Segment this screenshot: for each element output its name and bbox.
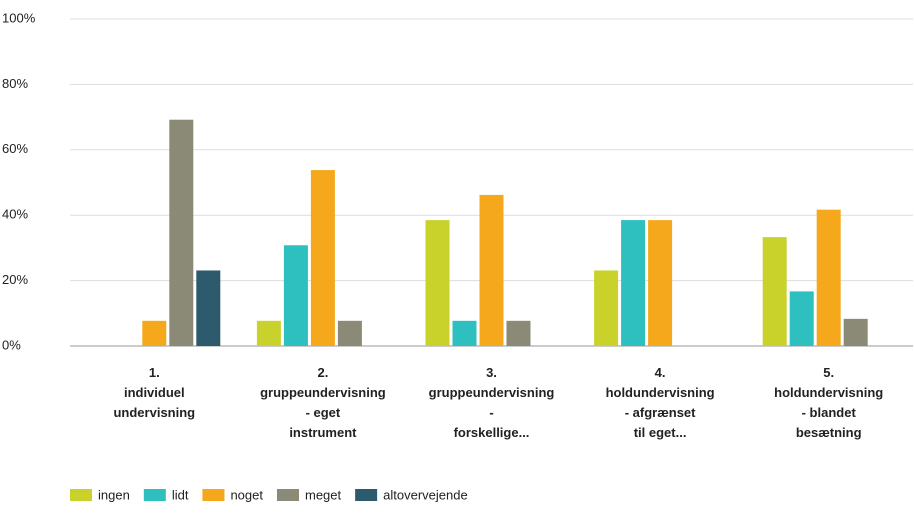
bar — [789, 291, 814, 346]
bar — [142, 320, 167, 346]
y-tick-label: 40% — [2, 207, 28, 222]
x-tick-label-line: 3. — [486, 365, 497, 380]
legend-swatch — [276, 489, 299, 501]
x-tick-label: 4. holdundervisning - afgrænset til eget... — [606, 365, 715, 440]
legend-label: altovervejende — [383, 487, 468, 502]
x-tick-label-line: forskellige... — [454, 425, 530, 440]
bar — [762, 237, 787, 346]
x-tick-label-line: - afgrænset — [625, 405, 696, 420]
x-tick-label-line: holdundervisning — [606, 385, 715, 400]
x-tick-label: 1. individuel undervisning — [113, 365, 195, 420]
bar — [169, 119, 194, 346]
x-tick-label-line: - — [489, 405, 493, 420]
x-tick-label-line: til eget... — [634, 425, 687, 440]
y-tick-label: 80% — [2, 76, 28, 91]
y-tick-label: 0% — [2, 337, 21, 352]
x-tick-label-line: 2. — [317, 365, 328, 380]
bar — [621, 220, 646, 346]
x-tick-label-line: holdundervisning — [774, 385, 883, 400]
bar — [843, 318, 868, 346]
y-tick-label: 100% — [2, 10, 36, 25]
bar — [594, 270, 619, 346]
y-tick-label: 20% — [2, 272, 28, 287]
y-tick-label: 60% — [2, 141, 28, 156]
x-tick-label: 5. holdundervisning - blandet besætning — [774, 365, 883, 440]
bar — [479, 194, 504, 346]
x-tick-label: 2. gruppeundervisning - eget instrument — [260, 365, 386, 440]
bar — [816, 209, 841, 346]
bar — [337, 320, 362, 346]
legend-swatch — [70, 489, 92, 501]
x-tick-label-line: individuel — [124, 385, 185, 400]
bar — [196, 270, 221, 346]
x-tick-label-line: - eget — [306, 405, 341, 420]
x-tick-label-line: instrument — [289, 425, 357, 440]
x-tick-label-line: 4. — [655, 365, 666, 380]
legend-label: lidt — [172, 487, 189, 502]
bar — [256, 320, 281, 346]
x-tick-label-line: besætning — [796, 425, 862, 440]
bar — [506, 320, 531, 346]
bar — [452, 320, 477, 346]
x-tick-label: 3. gruppeundervisning - forskellige... — [429, 365, 555, 440]
legend-label: ingen — [98, 487, 130, 502]
bar — [283, 245, 308, 346]
x-tick-label-line: gruppeundervisning — [260, 385, 386, 400]
bar — [310, 170, 335, 346]
legend-swatch — [202, 489, 225, 501]
legend-swatch — [143, 489, 166, 501]
x-tick-label-line: undervisning — [113, 405, 195, 420]
bar — [648, 220, 673, 346]
legend-swatch — [355, 489, 378, 501]
x-tick-label-line: - blandet — [802, 405, 857, 420]
legend-label: noget — [230, 487, 263, 502]
x-tick-label-line: 1. — [149, 365, 160, 380]
x-tick-label-line: 5. — [823, 365, 834, 380]
x-tick-label-line: gruppeundervisning — [429, 385, 555, 400]
bar — [425, 220, 450, 346]
legend-label: meget — [305, 487, 342, 502]
